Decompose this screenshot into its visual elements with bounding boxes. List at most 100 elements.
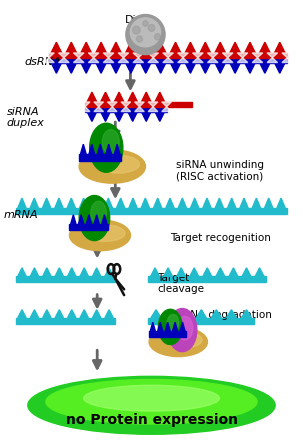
Polygon shape <box>135 107 144 112</box>
Polygon shape <box>30 268 38 276</box>
Ellipse shape <box>165 332 202 348</box>
Bar <box>148 318 254 324</box>
Polygon shape <box>87 112 97 122</box>
Bar <box>79 154 121 161</box>
Circle shape <box>90 123 123 172</box>
Polygon shape <box>170 42 181 53</box>
Polygon shape <box>165 322 170 331</box>
Bar <box>148 276 266 282</box>
Ellipse shape <box>84 385 219 411</box>
Polygon shape <box>282 58 292 63</box>
Polygon shape <box>265 198 273 208</box>
Polygon shape <box>140 42 151 53</box>
Polygon shape <box>128 112 138 122</box>
Ellipse shape <box>143 21 148 26</box>
Polygon shape <box>275 42 285 53</box>
Bar <box>49 58 287 63</box>
Text: Target
cleavage: Target cleavage <box>158 273 205 295</box>
Polygon shape <box>277 198 285 208</box>
Polygon shape <box>105 268 113 276</box>
Ellipse shape <box>46 380 257 424</box>
Polygon shape <box>154 198 162 208</box>
Polygon shape <box>229 268 238 276</box>
Polygon shape <box>260 63 270 73</box>
Polygon shape <box>163 53 173 58</box>
Polygon shape <box>18 310 26 318</box>
Polygon shape <box>18 198 26 208</box>
Polygon shape <box>252 53 263 58</box>
Polygon shape <box>267 53 278 58</box>
Polygon shape <box>166 310 176 318</box>
Polygon shape <box>148 102 158 107</box>
Text: mRNA degradation: mRNA degradation <box>173 310 271 320</box>
Polygon shape <box>185 42 196 53</box>
Polygon shape <box>43 310 51 318</box>
Polygon shape <box>118 53 129 58</box>
Ellipse shape <box>69 220 131 251</box>
Polygon shape <box>148 58 158 63</box>
Bar <box>85 102 192 107</box>
Bar <box>149 331 186 337</box>
Polygon shape <box>30 198 38 208</box>
Polygon shape <box>80 268 88 276</box>
Polygon shape <box>68 310 76 318</box>
Polygon shape <box>237 53 248 58</box>
Polygon shape <box>92 268 101 276</box>
Polygon shape <box>94 215 99 224</box>
Polygon shape <box>252 198 261 208</box>
Polygon shape <box>190 268 198 276</box>
Text: dsRNA: dsRNA <box>25 57 62 67</box>
Polygon shape <box>203 198 211 208</box>
Polygon shape <box>142 112 151 122</box>
Polygon shape <box>141 198 149 208</box>
Polygon shape <box>111 42 121 53</box>
Polygon shape <box>173 322 178 331</box>
Polygon shape <box>103 53 114 58</box>
Polygon shape <box>245 63 255 73</box>
Polygon shape <box>94 102 104 107</box>
Polygon shape <box>158 322 163 331</box>
Polygon shape <box>155 42 166 53</box>
Polygon shape <box>155 112 165 122</box>
Polygon shape <box>94 107 104 112</box>
Polygon shape <box>151 268 159 276</box>
Polygon shape <box>80 310 88 318</box>
Polygon shape <box>142 92 151 102</box>
Polygon shape <box>73 53 84 58</box>
Polygon shape <box>242 268 251 276</box>
Polygon shape <box>71 215 76 224</box>
Polygon shape <box>117 198 125 208</box>
Polygon shape <box>178 198 186 208</box>
Polygon shape <box>79 198 88 208</box>
Ellipse shape <box>97 155 139 173</box>
Polygon shape <box>178 53 188 58</box>
Polygon shape <box>30 310 38 318</box>
Polygon shape <box>103 58 114 63</box>
Polygon shape <box>55 310 63 318</box>
Polygon shape <box>80 107 90 112</box>
Polygon shape <box>44 58 54 63</box>
Bar <box>16 318 115 324</box>
Polygon shape <box>208 58 218 63</box>
Polygon shape <box>267 58 278 63</box>
Polygon shape <box>55 198 63 208</box>
Ellipse shape <box>86 225 125 241</box>
Polygon shape <box>42 198 51 208</box>
Polygon shape <box>114 144 120 154</box>
Polygon shape <box>97 144 103 154</box>
Polygon shape <box>44 53 54 58</box>
Polygon shape <box>178 58 188 63</box>
Polygon shape <box>121 102 131 107</box>
Circle shape <box>167 314 179 332</box>
Circle shape <box>91 201 106 224</box>
Polygon shape <box>73 58 84 63</box>
Polygon shape <box>185 63 196 73</box>
Polygon shape <box>208 53 218 58</box>
Polygon shape <box>78 215 84 224</box>
Circle shape <box>102 130 119 154</box>
Polygon shape <box>133 53 144 58</box>
Text: Dicer: Dicer <box>125 15 154 25</box>
Polygon shape <box>118 58 129 63</box>
Polygon shape <box>275 63 285 73</box>
Polygon shape <box>228 198 236 208</box>
